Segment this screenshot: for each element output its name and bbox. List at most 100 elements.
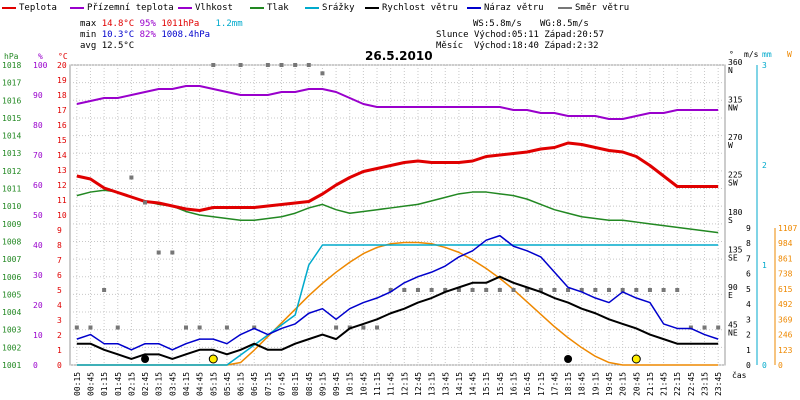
axis-unit-celsius: °C	[58, 52, 68, 61]
axis-tick-percent: 100	[33, 61, 48, 70]
axis-tick-time: 19:45	[605, 372, 614, 396]
wind-direction-point	[607, 288, 612, 292]
axis-tick-direction-label: N	[728, 66, 733, 75]
axis-tick-celsius: 19	[57, 76, 67, 85]
chart-title: 26.5.2010	[365, 49, 433, 63]
axis-tick-time: 18:15	[564, 372, 573, 396]
axis-tick-time: 19:15	[591, 372, 600, 396]
wind-direction-point	[211, 63, 216, 67]
wind-gust-line	[76, 234, 719, 351]
axis-tick-hpa: 1005	[2, 290, 21, 299]
wind-direction-point	[375, 325, 380, 330]
axis-tick-mm: 0	[762, 361, 767, 370]
legend-swatch	[558, 6, 572, 9]
axis-tick-hpa: 1012	[2, 167, 21, 176]
legend-swatch	[467, 6, 481, 9]
legend-item-vlhkost: Vlhkost	[178, 2, 233, 14]
axis-tick-ms: 6	[746, 270, 751, 279]
axis-tick-ms: 1	[746, 346, 751, 355]
wind-direction-point	[224, 325, 229, 330]
wind-direction-point	[470, 288, 475, 292]
axis-tick-time: 05:15	[209, 372, 218, 396]
axis-tick-percent: 0	[33, 361, 38, 370]
axis-tick-time: 17:15	[537, 372, 546, 396]
axis-tick-direction-label: S	[728, 216, 733, 225]
axis-unit-hpa: hPa	[4, 52, 19, 61]
axis-tick-celsius: 9	[57, 226, 62, 235]
sun-row: Slunce Východ:05:11 Západ:20:57	[436, 30, 604, 41]
axis-tick-time: 20:45	[632, 372, 641, 396]
axis-tick-time: 15:15	[482, 372, 491, 396]
axis-tick-percent: 10	[33, 331, 43, 340]
moon-rise: Východ:18:40	[473, 41, 539, 51]
axis-tick-direction: 315	[728, 96, 743, 105]
axis-tick-hpa: 1016	[2, 96, 21, 105]
axis-tick-time: 14:15	[455, 372, 464, 396]
stats-max-temp: 14.8°C	[101, 19, 135, 29]
axis-tick-percent: 30	[33, 271, 43, 280]
axis-label-time: čas	[732, 370, 747, 380]
wind-direction-point	[320, 71, 325, 76]
axis-tick-time: 20:15	[619, 372, 628, 396]
stats-min-press: 1008.4hPa	[161, 30, 211, 40]
axis-tick-hpa: 1015	[2, 114, 21, 123]
axis-tick-direction: 180	[728, 208, 743, 217]
axis-tick-time: 00:45	[86, 372, 95, 396]
axis-tick-time: 21:15	[646, 372, 655, 396]
axis-tick-hpa: 1009	[2, 220, 21, 229]
axis-tick-time: 06:45	[250, 372, 259, 396]
wind-direction-point	[334, 325, 339, 330]
stats-max-label: max	[80, 19, 97, 29]
axis-tick-celsius: 15	[57, 136, 67, 145]
axis-tick-time: 09:15	[318, 372, 327, 396]
axis-tick-time: 05:45	[223, 372, 232, 396]
axis-tick-percent: 80	[33, 121, 43, 130]
stats-avg-temp: 12.5°C	[101, 41, 135, 51]
legend-label: Směr větru	[575, 3, 630, 13]
wind-ws: WS:5.8m/s	[473, 19, 522, 29]
axis-tick-mm: 3	[762, 61, 767, 70]
axis-tick-w: 861	[778, 254, 793, 263]
axis-tick-time: 09:45	[332, 372, 341, 396]
sun-set: Západ:20:57	[544, 30, 604, 40]
legend-label: Vlhkost	[195, 3, 233, 13]
stats-avg-row: avg 12.5°C	[80, 41, 134, 52]
stats-avg-label: avg	[80, 41, 97, 51]
axis-tick-celsius: 16	[57, 121, 67, 130]
wind-direction-point	[675, 288, 680, 292]
wind-direction-point	[497, 288, 502, 292]
axis-tick-hpa: 1003	[2, 326, 21, 335]
axis-tick-time: 04:15	[182, 372, 191, 396]
axis-tick-celsius: 8	[57, 241, 62, 250]
axis-tick-time: 12:15	[400, 372, 409, 396]
axis-tick-w: 0	[778, 361, 783, 370]
axis-tick-time: 16:45	[523, 372, 532, 396]
axis-tick-hpa: 1017	[2, 79, 21, 88]
moon-marker	[564, 355, 573, 363]
wind-direction-point	[593, 288, 598, 292]
axis-tick-celsius: 18	[57, 91, 67, 100]
axis-tick-celsius: 12	[57, 181, 67, 190]
axis-tick-hpa: 1018	[2, 61, 21, 70]
axis-tick-time: 13:15	[428, 372, 437, 396]
wind-direction-point	[102, 288, 107, 292]
humidity-line	[76, 85, 719, 120]
axis-tick-hpa: 1001	[2, 361, 21, 370]
wind-direction-point	[634, 288, 639, 292]
legend-label: Rychlost větru	[382, 3, 458, 13]
temperature-line	[76, 141, 719, 212]
axis-tick-time: 02:45	[141, 372, 150, 396]
wind-direction-point	[88, 325, 93, 330]
axis-tick-time: 10:15	[346, 372, 355, 396]
wind-direction-point	[647, 288, 652, 292]
wind-direction-point	[143, 200, 148, 205]
axis-tick-celsius: 0	[57, 361, 62, 370]
axis-tick-w: 1107	[778, 224, 797, 233]
axis-tick-percent: 60	[33, 181, 43, 190]
axis-tick-time: 00:15	[73, 372, 82, 396]
axis-tick-w: 123	[778, 346, 793, 355]
axis-tick-time: 13:45	[441, 372, 450, 396]
moon-marker	[141, 355, 150, 363]
axis-tick-ms: 5	[746, 285, 751, 294]
wind-speed-line	[76, 275, 719, 360]
